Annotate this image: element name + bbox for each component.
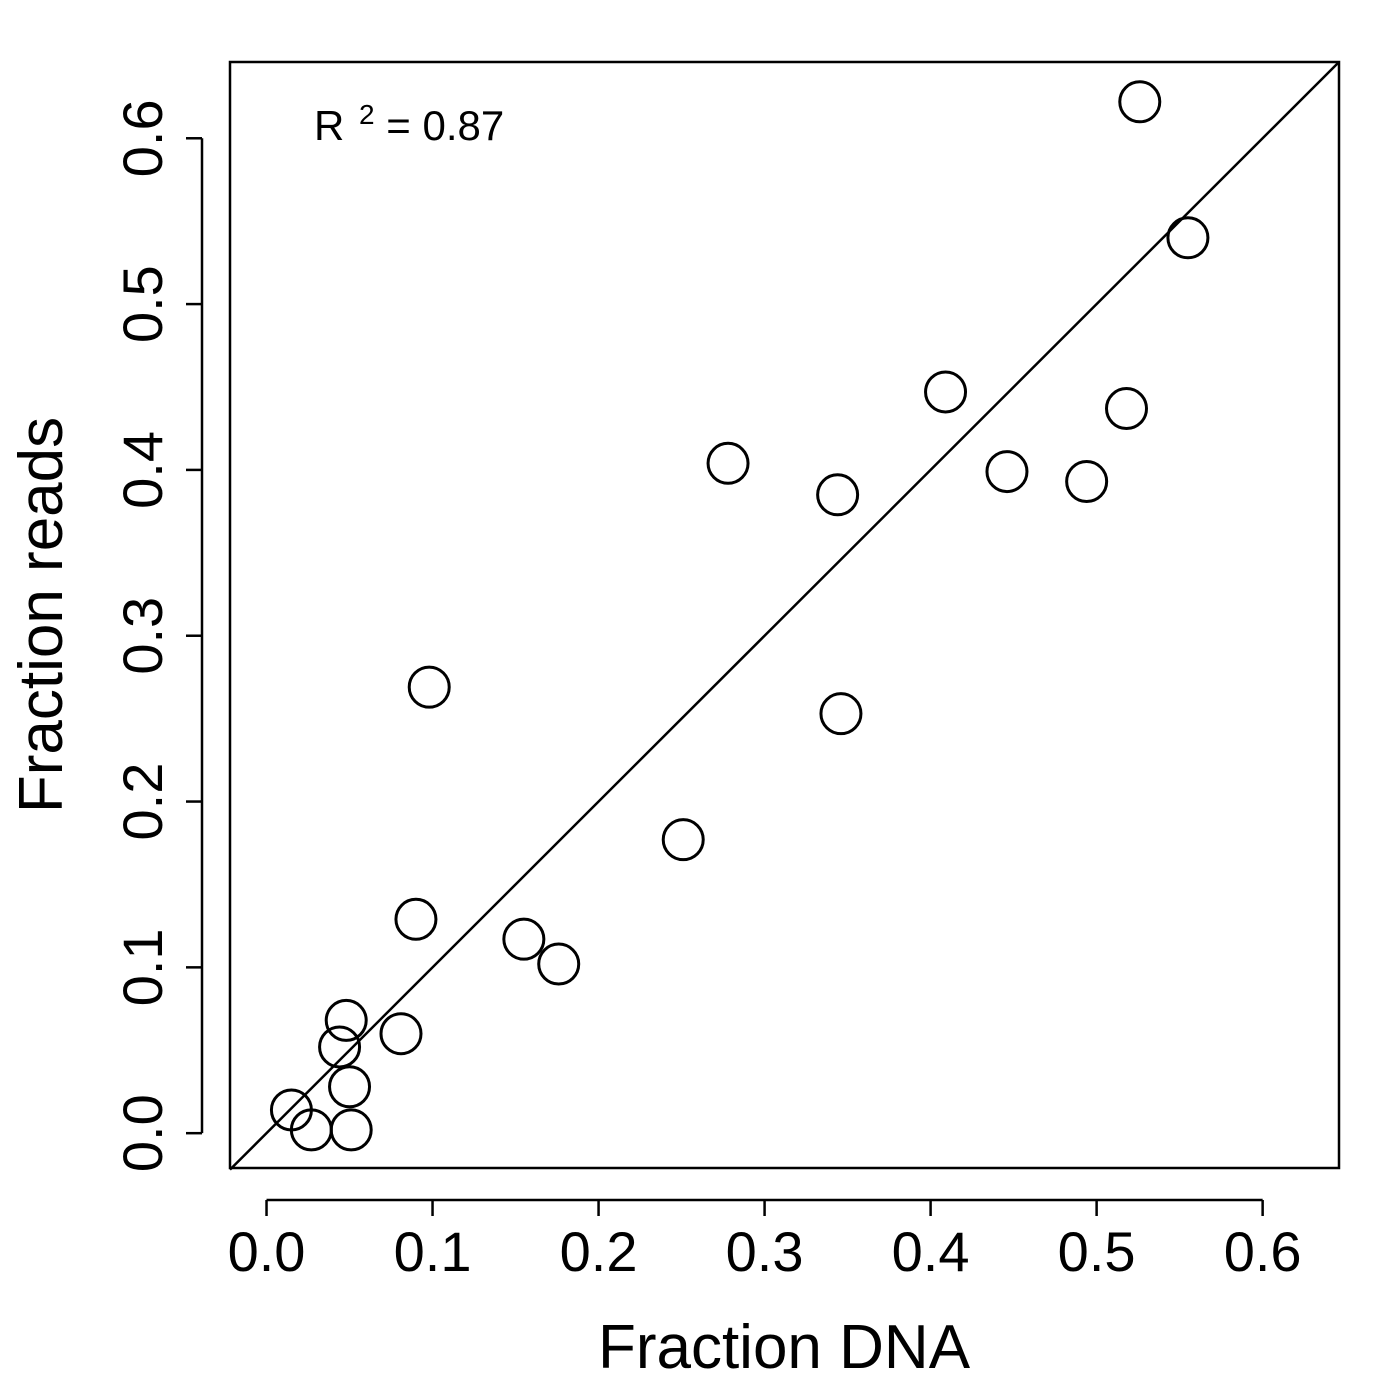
data-point (1065, 460, 1109, 504)
data-point (819, 692, 863, 736)
data-point (502, 917, 546, 961)
x-tick-label: 0.3 (726, 1220, 804, 1283)
r-squared-superscript: 2 (359, 99, 375, 130)
data-point (537, 942, 581, 986)
r-squared-annotation: R 2 = 0.87 (314, 86, 504, 149)
y-tick-label: 0.6 (111, 99, 174, 177)
x-tick-label: 0.2 (560, 1220, 638, 1283)
data-point (394, 897, 438, 941)
y-tick-label: 0.2 (111, 763, 174, 841)
reference-line-layer (229, 61, 1340, 1171)
x-tick-label: 0.4 (892, 1220, 970, 1283)
points-layer (269, 80, 1210, 1152)
data-point (1118, 80, 1162, 124)
plot-frame (228, 60, 1341, 1170)
data-point (924, 370, 968, 414)
r-squared-value: = 0.87 (386, 102, 504, 149)
data-point (706, 441, 750, 485)
y-tick-label: 0.3 (111, 597, 174, 675)
y-tick-label: 0.4 (111, 431, 174, 509)
identity-line (229, 61, 1340, 1171)
data-point (329, 1108, 373, 1152)
y-axis-title: Fraction reads (7, 417, 76, 813)
x-axis: 0.0 0.1 0.2 0.3 0.4 0.5 0.6 (228, 1198, 1302, 1283)
x-tick-label: 0.0 (228, 1220, 306, 1283)
r-squared-base: R (314, 102, 344, 149)
data-point (1166, 216, 1210, 260)
y-tick-label: 0.0 (111, 1094, 174, 1172)
data-point (816, 473, 860, 517)
data-point (328, 1065, 372, 1109)
x-tick-label: 0.6 (1224, 1220, 1302, 1283)
y-axis: 0.0 0.1 0.2 0.3 0.4 0.5 0.6 (111, 99, 204, 1172)
data-point (1104, 387, 1148, 431)
x-tick-label: 0.5 (1058, 1220, 1136, 1283)
data-point (318, 1025, 362, 1069)
y-tick-label: 0.1 (111, 928, 174, 1006)
data-point (324, 998, 368, 1042)
data-point (985, 450, 1029, 494)
data-point (407, 665, 451, 709)
y-tick-label: 0.5 (111, 265, 174, 343)
x-tick-label: 0.1 (394, 1220, 472, 1283)
data-point (661, 818, 705, 862)
data-point (379, 1012, 423, 1056)
x-axis-title: Fraction DNA (598, 1313, 971, 1382)
